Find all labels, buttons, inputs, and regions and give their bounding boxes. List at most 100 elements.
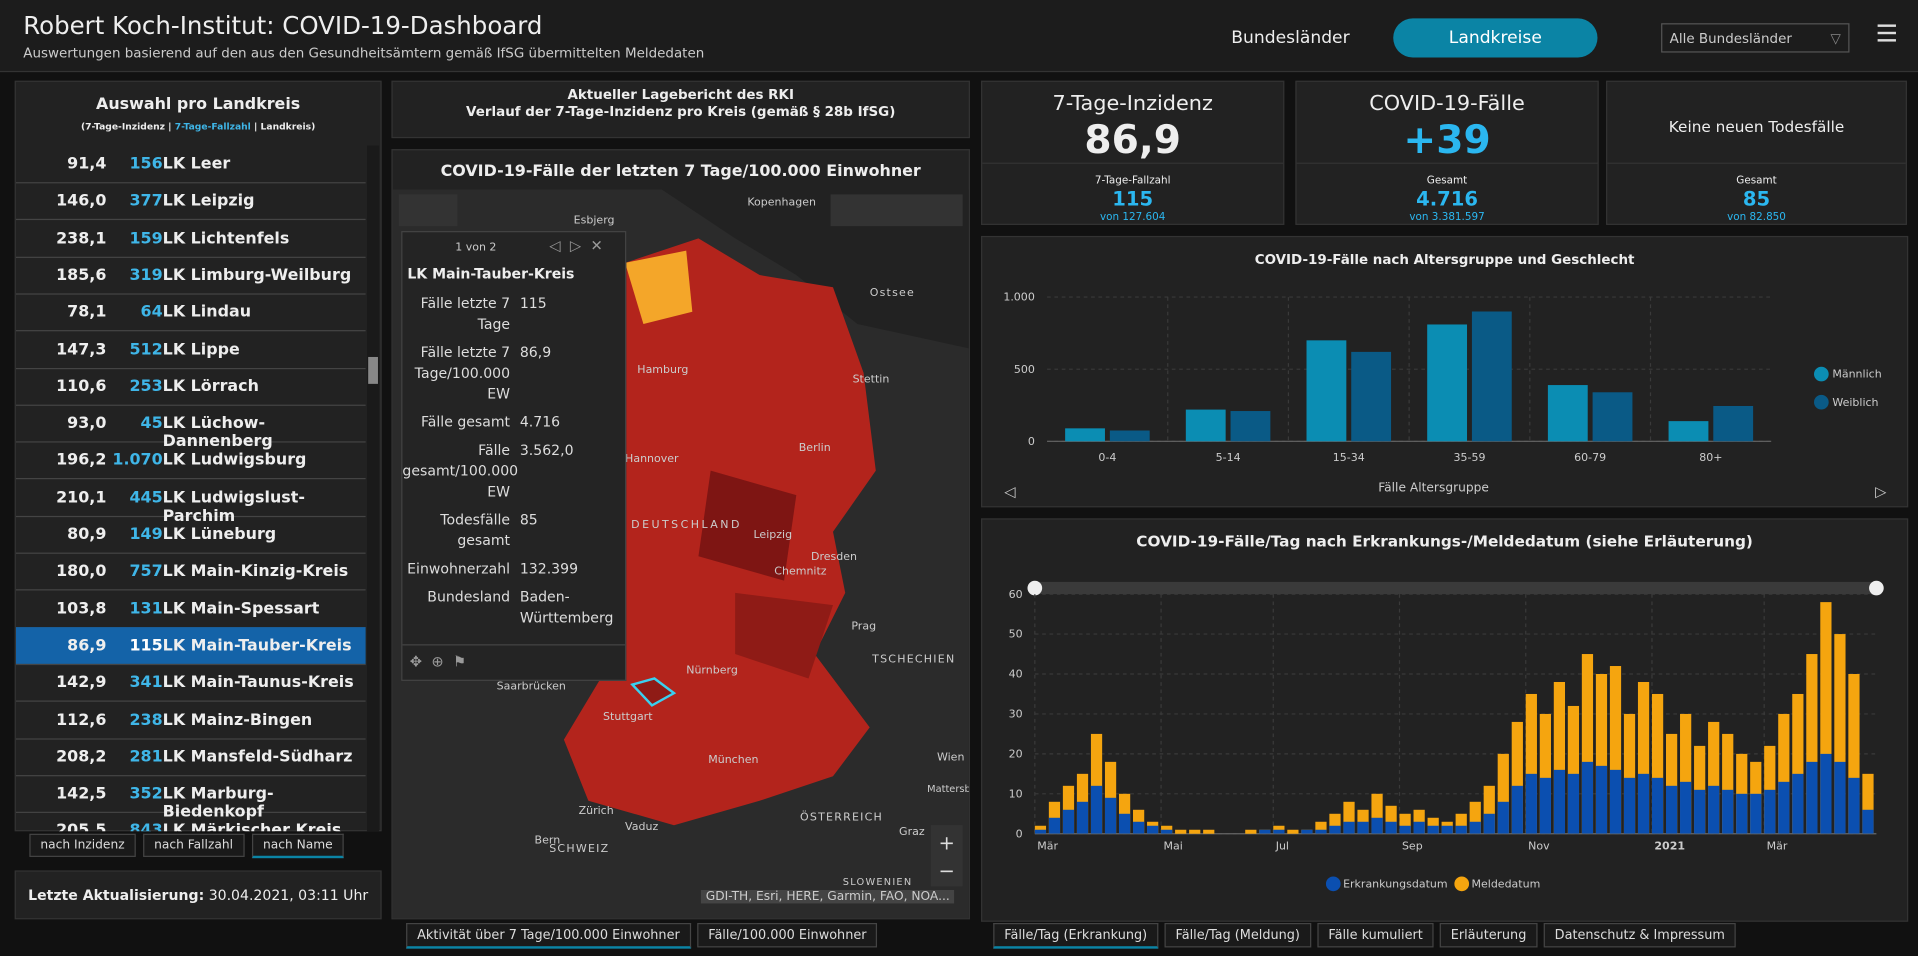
card-sub-label: Gesamt: [1426, 174, 1468, 188]
scroll-right[interactable]: ▷: [1875, 483, 1887, 500]
district: LK Lindau: [162, 303, 252, 322]
incidence: 110,6: [56, 377, 107, 396]
bar: [1778, 781, 1790, 834]
incidence: 205,5: [56, 821, 107, 832]
list-row[interactable]: 78,1 64 LK Lindau: [15, 294, 366, 332]
chart-title: COVID-19-Fälle/Tag nach Erkrankungs-/Mel…: [1136, 532, 1753, 550]
x-tick-label: 60-79: [1574, 451, 1606, 464]
bar: [1511, 721, 1523, 834]
bar: [1076, 801, 1089, 834]
map-label: Hamburg: [637, 364, 689, 377]
bar: [1259, 829, 1271, 834]
bar: [1848, 777, 1860, 834]
bar: [1511, 785, 1523, 834]
list-row[interactable]: 147,3 512 LK Lippe: [15, 331, 366, 369]
sort-button[interactable]: nach Name: [251, 833, 344, 859]
cases: 757: [129, 562, 163, 582]
list-row[interactable]: 112,6 238 LK Mainz-Bingen: [15, 701, 366, 740]
bar: [1778, 713, 1790, 834]
list-row[interactable]: 210,1 445 LK Ludwigslust-Parchim: [15, 479, 366, 525]
district: LK Ludwigsburg: [162, 451, 307, 470]
report[interactable]: Aktueller Lagebericht des RKI Verlauf der…: [393, 87, 969, 121]
bar: [1623, 713, 1636, 834]
update: Letzte Aktualisierung: 30.04.2021, 03:11…: [16, 886, 381, 903]
sort-button[interactable]: nach Inzidenz: [29, 833, 136, 857]
zoom-out[interactable]: −: [939, 860, 955, 883]
bar: [1034, 825, 1047, 834]
list-row[interactable]: 93,0 45 LK Lüchow-Dannenberg: [15, 405, 366, 451]
bar: [1862, 809, 1874, 834]
list-row[interactable]: 142,5 352 LK Marburg-Biedenkopf: [15, 775, 366, 822]
tab[interactable]: Aktivität über 7 Tage/100.000 Einwohner: [406, 922, 691, 949]
tab[interactable]: Fälle/100.000 Einwohner: [697, 922, 878, 948]
tab[interactable]: Bundesländer: [1231, 28, 1350, 48]
list-row[interactable]: 205,5 843 LK Märkischer Kreis: [16, 812, 366, 831]
list-row[interactable]: 86,9 115 LK Main-Tauber-Kreis: [15, 627, 366, 665]
bar: [1806, 761, 1818, 834]
sort-button[interactable]: nach Fallzahl: [143, 833, 245, 857]
list-row[interactable]: 142,9 341 LK Main-Taunus-Kreis: [15, 664, 366, 702]
list-row[interactable]: 146,0 377 LK Leipzig: [15, 183, 366, 221]
map-toolbar[interactable]: [830, 194, 963, 227]
incidence: 180,0: [56, 562, 107, 582]
range-slider[interactable]: [1034, 581, 1877, 595]
cases: 281: [129, 747, 163, 767]
bar: [1161, 829, 1173, 834]
x-tick-label: 0-4: [1098, 451, 1116, 464]
tab-active[interactable]: Landkreise: [1393, 18, 1598, 58]
field-value: Baden-Württemberg: [519, 588, 614, 626]
map-tool[interactable]: [398, 194, 458, 227]
bar: [1592, 392, 1633, 442]
tab[interactable]: Fälle kumuliert: [1317, 922, 1434, 948]
list-row[interactable]: 103,8 131 LK Main-Spessart: [15, 590, 366, 628]
x-tick-label: Mär: [1037, 840, 1058, 853]
card-sub-value: 115: [1112, 187, 1154, 211]
card-value: +39: [1403, 116, 1491, 163]
bar: [1329, 813, 1341, 834]
x-tick-label: 80+: [1699, 451, 1722, 464]
bar: [1680, 713, 1692, 834]
menu[interactable]: [1877, 24, 1896, 42]
tab[interactable]: Erläuterung: [1439, 922, 1538, 948]
bar: [1651, 777, 1664, 834]
district: LK Marburg-Biedenkopf: [162, 784, 274, 822]
bar: [1525, 693, 1537, 834]
map-label: Graz: [899, 826, 925, 839]
list-row[interactable]: 180,0 757 LK Main-Kinzig-Kreis: [15, 553, 366, 591]
zoom-in[interactable]: +: [939, 832, 955, 855]
list-row[interactable]: 110,6 253 LK Lörrach: [15, 368, 366, 406]
tab[interactable]: Datenschutz & Impressum: [1543, 922, 1736, 948]
bar: [1118, 793, 1131, 834]
list-row[interactable]: 208,2 281 LK Mansfeld-Südharz: [15, 738, 366, 777]
district: LK Main-Kinzig-Kreis: [162, 562, 349, 582]
slider-handle[interactable]: [1869, 580, 1884, 596]
x-tick-label: Sep: [1402, 840, 1423, 853]
zoom[interactable]: [930, 825, 963, 887]
cases: 352: [129, 784, 163, 804]
bar: [1399, 825, 1411, 834]
list-row[interactable]: 185,6 319 LK Limburg-Weilburg: [15, 257, 366, 295]
popup-nav[interactable]: ◁ ▷ ✕: [549, 237, 603, 255]
bar: [1497, 753, 1509, 834]
list-row[interactable]: 238,1 159 LK Lichtenfels: [15, 220, 366, 258]
list: 91,4 156 LK Leer 146,0 377 LK Leipzig 238,1 159…: [15, 145, 366, 831]
list-row[interactable]: 196,2 1.070 LK Ludwigsburg: [15, 442, 366, 480]
bar: [1301, 829, 1313, 834]
bar: [1820, 753, 1832, 834]
dropdown[interactable]: Alle Bundesländer ▽: [1661, 23, 1850, 53]
district: LK Limburg-Weilburg: [162, 266, 352, 285]
map-label: Mattersburg: [927, 783, 970, 795]
field-label: Fälle letzte 7 Tage/100.000 EW: [414, 343, 511, 403]
list-row[interactable]: 80,9 149 LK Lüneburg: [15, 516, 366, 554]
bar: [1306, 340, 1347, 442]
tab[interactable]: Fälle/Tag (Erkrankung): [993, 922, 1159, 949]
bar: [1567, 773, 1580, 834]
slider-handle[interactable]: [1027, 580, 1043, 596]
tab[interactable]: Fälle/Tag (Meldung): [1164, 922, 1311, 948]
map-label: SLOWENIEN: [842, 876, 913, 888]
list-row[interactable]: 91,4 156 LK Leer: [15, 145, 366, 184]
bar: [1315, 829, 1327, 834]
map-label: Nürnberg: [686, 665, 738, 678]
scroll-left[interactable]: ◁: [1003, 483, 1016, 500]
popup-actions[interactable]: ✥ ⊕ ⚑: [409, 652, 467, 670]
